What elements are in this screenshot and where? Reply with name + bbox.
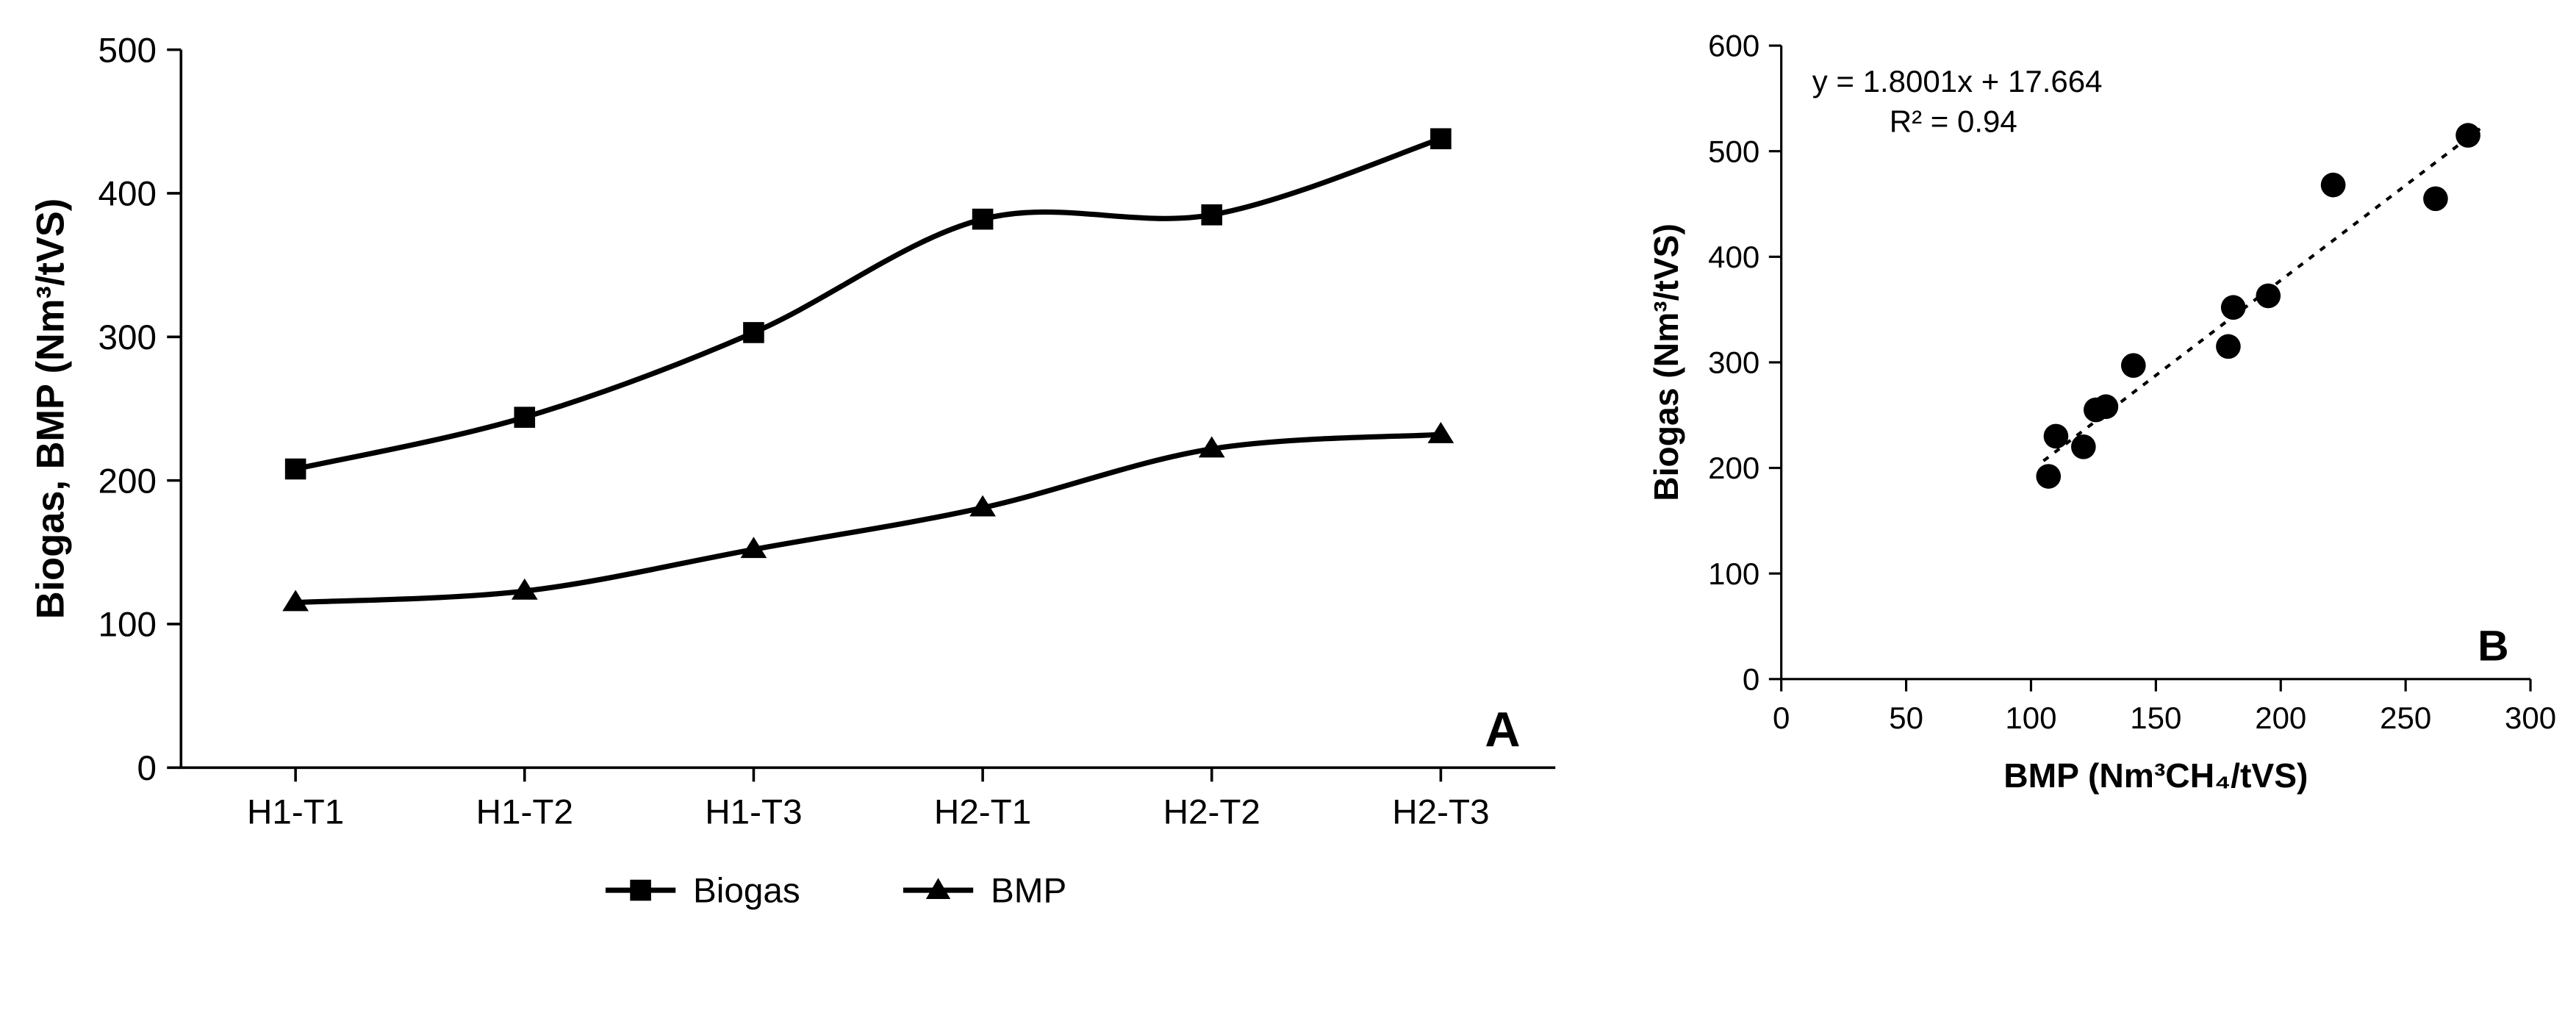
svg-text:Biogas, BMP (Nm³/tVS): Biogas, BMP (Nm³/tVS) <box>30 198 73 619</box>
svg-text:0: 0 <box>137 749 157 788</box>
svg-text:50: 50 <box>1889 701 1923 735</box>
svg-text:500: 500 <box>98 31 156 70</box>
svg-text:100: 100 <box>1708 556 1759 591</box>
svg-text:100: 100 <box>98 606 156 645</box>
svg-text:400: 400 <box>1708 240 1759 274</box>
svg-text:R² = 0.94: R² = 0.94 <box>1890 104 2017 139</box>
svg-text:B: B <box>2478 623 2508 670</box>
panel-b-svg: 0 100 200 300 400 500 600 0 50 100 150 200 250 300 Bio… <box>1635 15 2561 818</box>
svg-text:400: 400 <box>98 175 156 214</box>
svg-text:300: 300 <box>98 318 156 357</box>
svg-text:100: 100 <box>2005 701 2056 735</box>
svg-text:BMP: BMP <box>991 872 1066 911</box>
svg-text:H1-T2: H1-T2 <box>476 793 573 832</box>
panel-a: 0 100 200 300 400 500 H1-T1 H1-T2 H1-T3 H2-T1 H2-T… <box>15 15 1590 995</box>
svg-text:300: 300 <box>2505 701 2556 735</box>
svg-text:A: A <box>1485 703 1520 758</box>
svg-text:H2-T2: H2-T2 <box>1163 793 1260 832</box>
svg-text:200: 200 <box>1708 451 1759 485</box>
svg-text:BMP (Nm³CH₄/tVS): BMP (Nm³CH₄/tVS) <box>2003 756 2308 795</box>
svg-text:y = 1.8001x + 17.664: y = 1.8001x + 17.664 <box>1812 64 2103 99</box>
svg-text:600: 600 <box>1708 29 1759 63</box>
svg-text:200: 200 <box>2255 701 2306 735</box>
figure-container: 0100200300400500H1-T1H1-T2H1-T3H2-T1H2-T… <box>15 15 2561 995</box>
svg-text:0: 0 <box>1773 701 1790 735</box>
panel-b: 0 100 200 300 400 500 600 0 50 100 150 200 250 300 Bio… <box>1635 15 2561 995</box>
panel-a-svg: 0 100 200 300 400 500 H1-T1 H1-T2 H1-T3 H2-T1 H2-T… <box>15 15 1590 995</box>
svg-text:250: 250 <box>2380 701 2431 735</box>
svg-text:H1-T3: H1-T3 <box>705 793 802 832</box>
svg-text:H1-T1: H1-T1 <box>247 793 344 832</box>
svg-text:500: 500 <box>1708 134 1759 168</box>
svg-text:0: 0 <box>1743 662 1759 696</box>
svg-text:Biogas (Nm³/tVS): Biogas (Nm³/tVS) <box>1647 223 1685 501</box>
svg-text:300: 300 <box>1708 345 1759 380</box>
svg-text:Biogas: Biogas <box>693 872 800 911</box>
svg-text:H2-T3: H2-T3 <box>1392 793 1489 832</box>
svg-text:200: 200 <box>98 462 156 501</box>
svg-text:H2-T1: H2-T1 <box>934 793 1031 832</box>
svg-text:150: 150 <box>2130 701 2181 735</box>
